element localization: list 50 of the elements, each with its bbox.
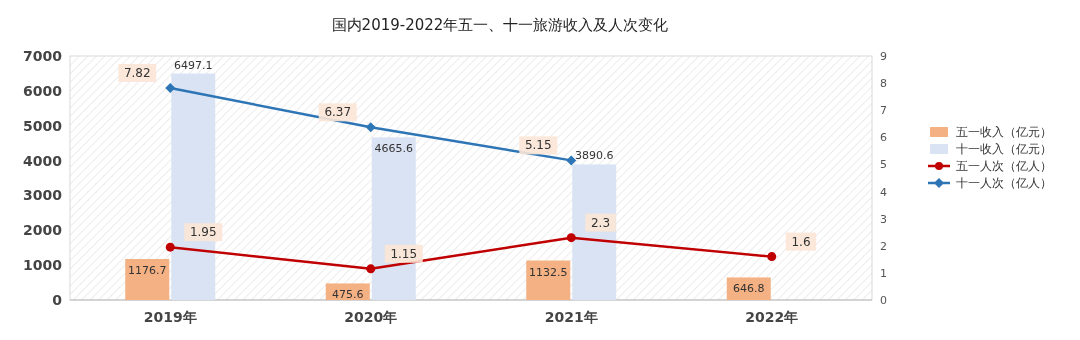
y-tick-label: 7000 <box>23 48 63 64</box>
y2-tick-label: 5 <box>880 158 887 172</box>
point <box>165 82 176 93</box>
data-label: 1176.7 <box>128 263 167 277</box>
y2-tick-label: 4 <box>880 185 887 199</box>
y-tick-label: 6000 <box>23 82 63 99</box>
data-label: 475.6 <box>332 288 364 302</box>
data-label: 4665.6 <box>374 142 413 156</box>
x-tick-label: 2019年 <box>143 309 197 325</box>
y2-tick-label: 3 <box>880 212 887 226</box>
legend-label: 十一收入（亿元） <box>956 142 1052 156</box>
data-label: 3890.6 <box>575 149 614 163</box>
data-label: 1132.5 <box>529 265 568 279</box>
chart-title: 国内2019-2022年五一、十一旅游收入及人次变化 <box>331 16 669 34</box>
point <box>566 233 576 243</box>
data-label: 7.82 <box>123 65 151 80</box>
y2-tick-label: 1 <box>880 266 887 280</box>
data-label: 1.95 <box>189 225 217 240</box>
y-tick-label: 0 <box>52 292 63 308</box>
data-label: 646.8 <box>733 282 765 296</box>
y2-tick-label: 6 <box>880 131 887 145</box>
point <box>165 242 175 252</box>
legend-label: 五一人次（亿人） <box>956 159 1052 173</box>
data-label: 1.15 <box>390 246 418 261</box>
y2-tick-label: 7 <box>880 104 887 118</box>
y-tick-label: 5000 <box>23 117 63 134</box>
y2-tick-label: 8 <box>880 77 887 91</box>
y-tick-label: 2000 <box>23 222 63 239</box>
y2-tick-label: 2 <box>880 239 887 253</box>
y-tick-label: 1000 <box>23 257 63 274</box>
x-tick-label: 2021年 <box>544 309 598 325</box>
y2-tick-label: 0 <box>880 294 887 307</box>
x-tick-label: 2020年 <box>344 309 398 325</box>
y-tick-label: 4000 <box>23 152 63 169</box>
bar <box>125 258 170 300</box>
data-label: 5.15 <box>524 138 552 153</box>
y2-tick-label: 9 <box>880 50 887 63</box>
data-label: 1.6 <box>791 234 811 249</box>
data-label: 2.3 <box>590 215 611 230</box>
data-label: 6497.1 <box>174 58 213 72</box>
point <box>767 252 777 262</box>
legend-label: 十一人次（亿人） <box>956 176 1052 190</box>
y-tick-label: 3000 <box>23 187 63 204</box>
point <box>566 155 577 166</box>
x-tick-label: 2022年 <box>745 309 799 325</box>
data-label: 6.37 <box>324 105 352 120</box>
point <box>366 264 376 274</box>
legend-label: 五一收入（亿元） <box>956 125 1052 139</box>
bar <box>526 260 571 300</box>
point <box>365 122 376 133</box>
